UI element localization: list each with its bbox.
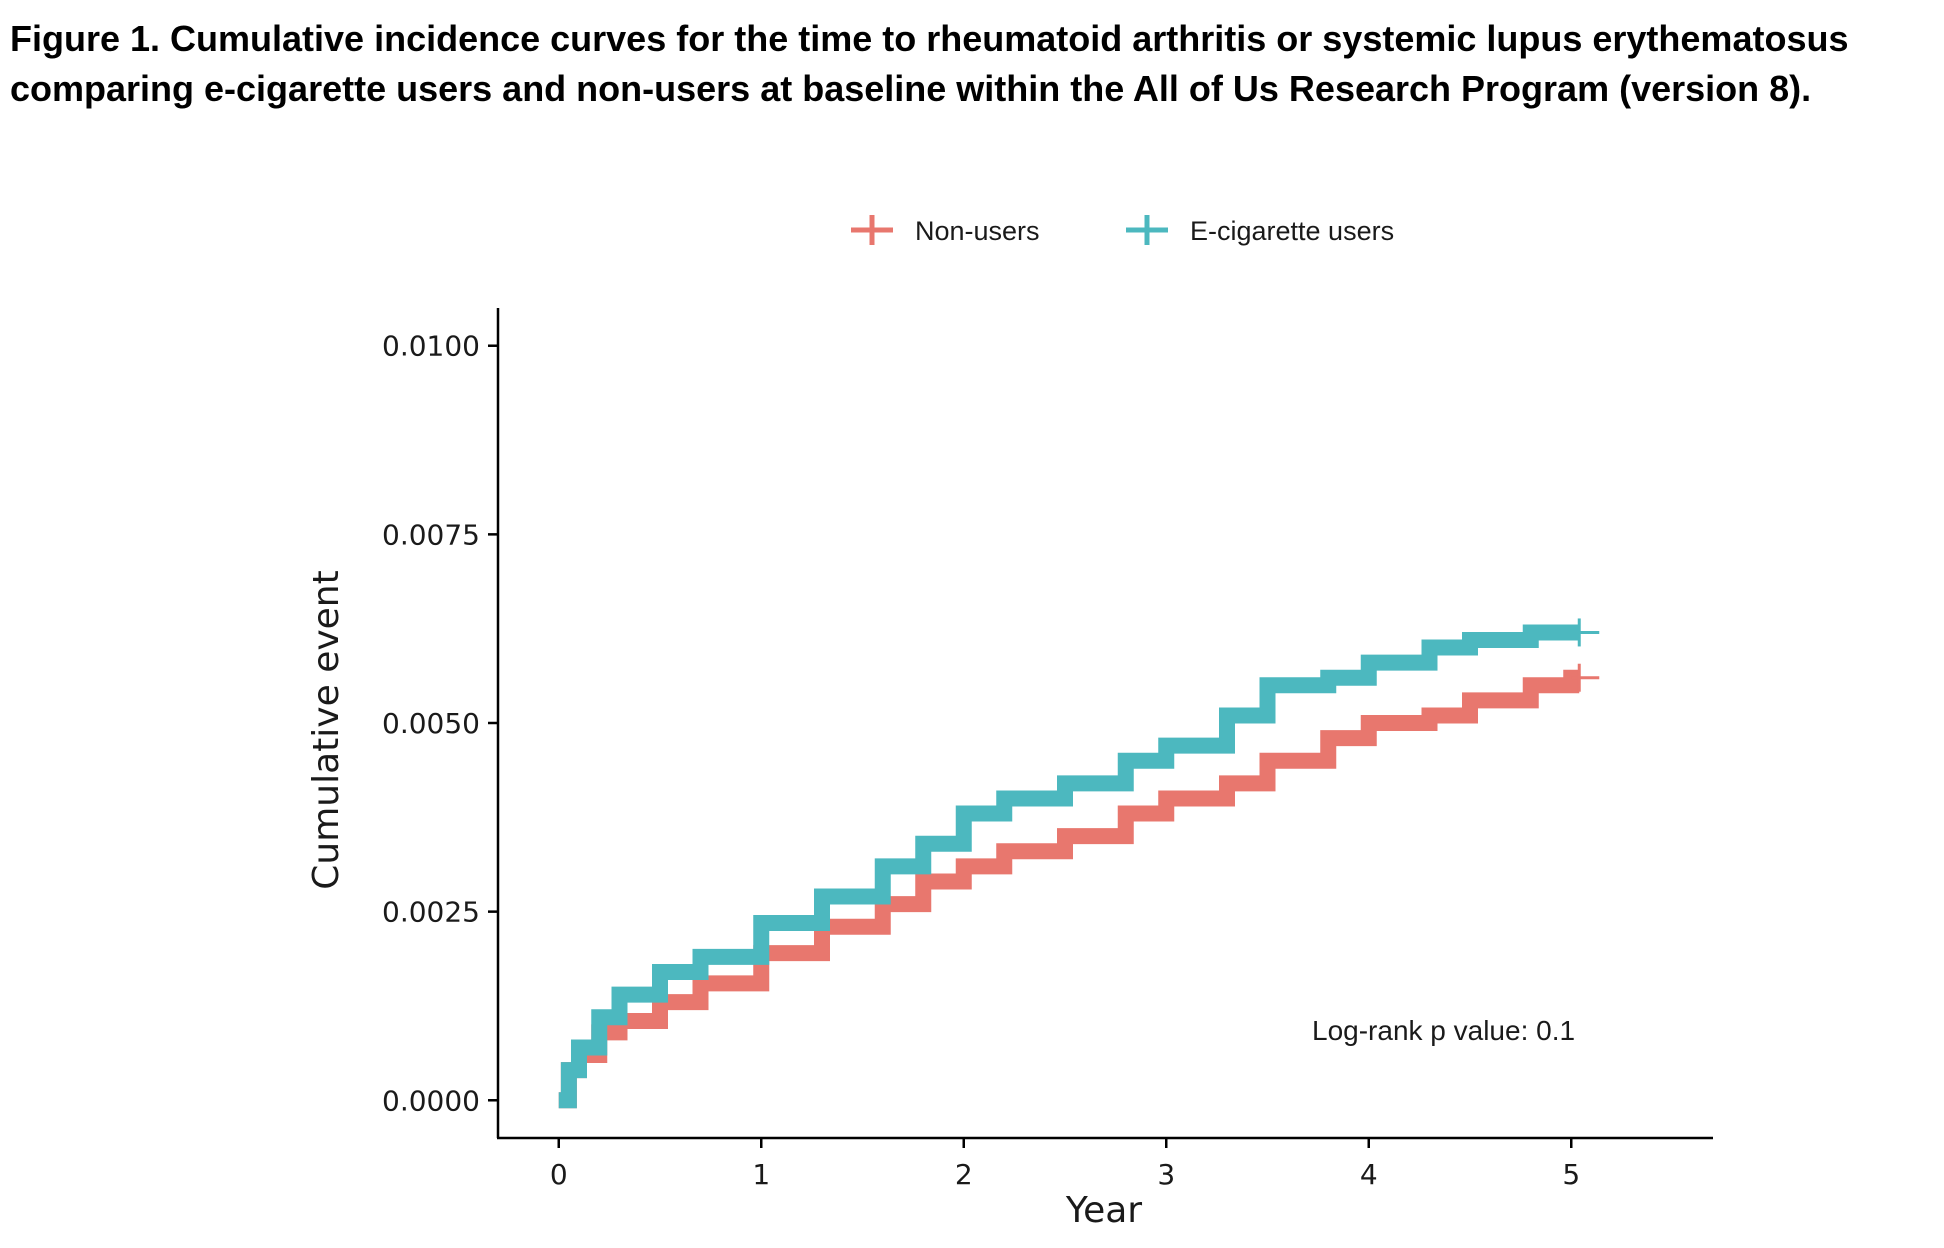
series-layer [558,618,1600,1109]
x-tick-label: 0 [550,1158,568,1191]
x-tick-label: 3 [1157,1158,1175,1191]
legend-label-non-users: Non-users [915,216,1040,246]
figure-caption: Figure 1. Cumulative incidence curves fo… [10,18,1849,109]
series-line-e-cigarette-users [558,624,1580,1109]
x-tick-label: 1 [752,1158,770,1191]
legend-key-non-users [851,215,893,245]
y-tick-label: 0.0100 [382,330,480,363]
y-axis-title: Cumulative event [306,570,347,889]
y-tick-label: 0.0025 [382,896,480,929]
y-tick-label: 0.0000 [382,1084,480,1117]
legend-label-e-cigarette-users: E-cigarette users [1190,216,1394,246]
log-rank-annotation: Log-rank p value: 0.1 [1312,1015,1575,1046]
x-tick-label: 2 [955,1158,973,1191]
legend-key-e-cigarette-users [1126,215,1168,245]
series-e-cigarette-users [558,618,1600,1109]
x-tick-label: 4 [1360,1158,1378,1191]
legend: Non-users E-cigarette users [851,215,1394,246]
y-axis-ticks: 0.0000 0.0025 0.0050 0.0075 0.0100 [382,330,498,1117]
y-tick-label: 0.0050 [382,707,480,740]
x-axis-title: Year [1065,1190,1142,1231]
y-tick-label: 0.0075 [382,518,480,551]
x-tick-label: 5 [1562,1158,1580,1191]
x-axis-ticks: 0 1 2 3 4 5 [550,1138,1580,1191]
